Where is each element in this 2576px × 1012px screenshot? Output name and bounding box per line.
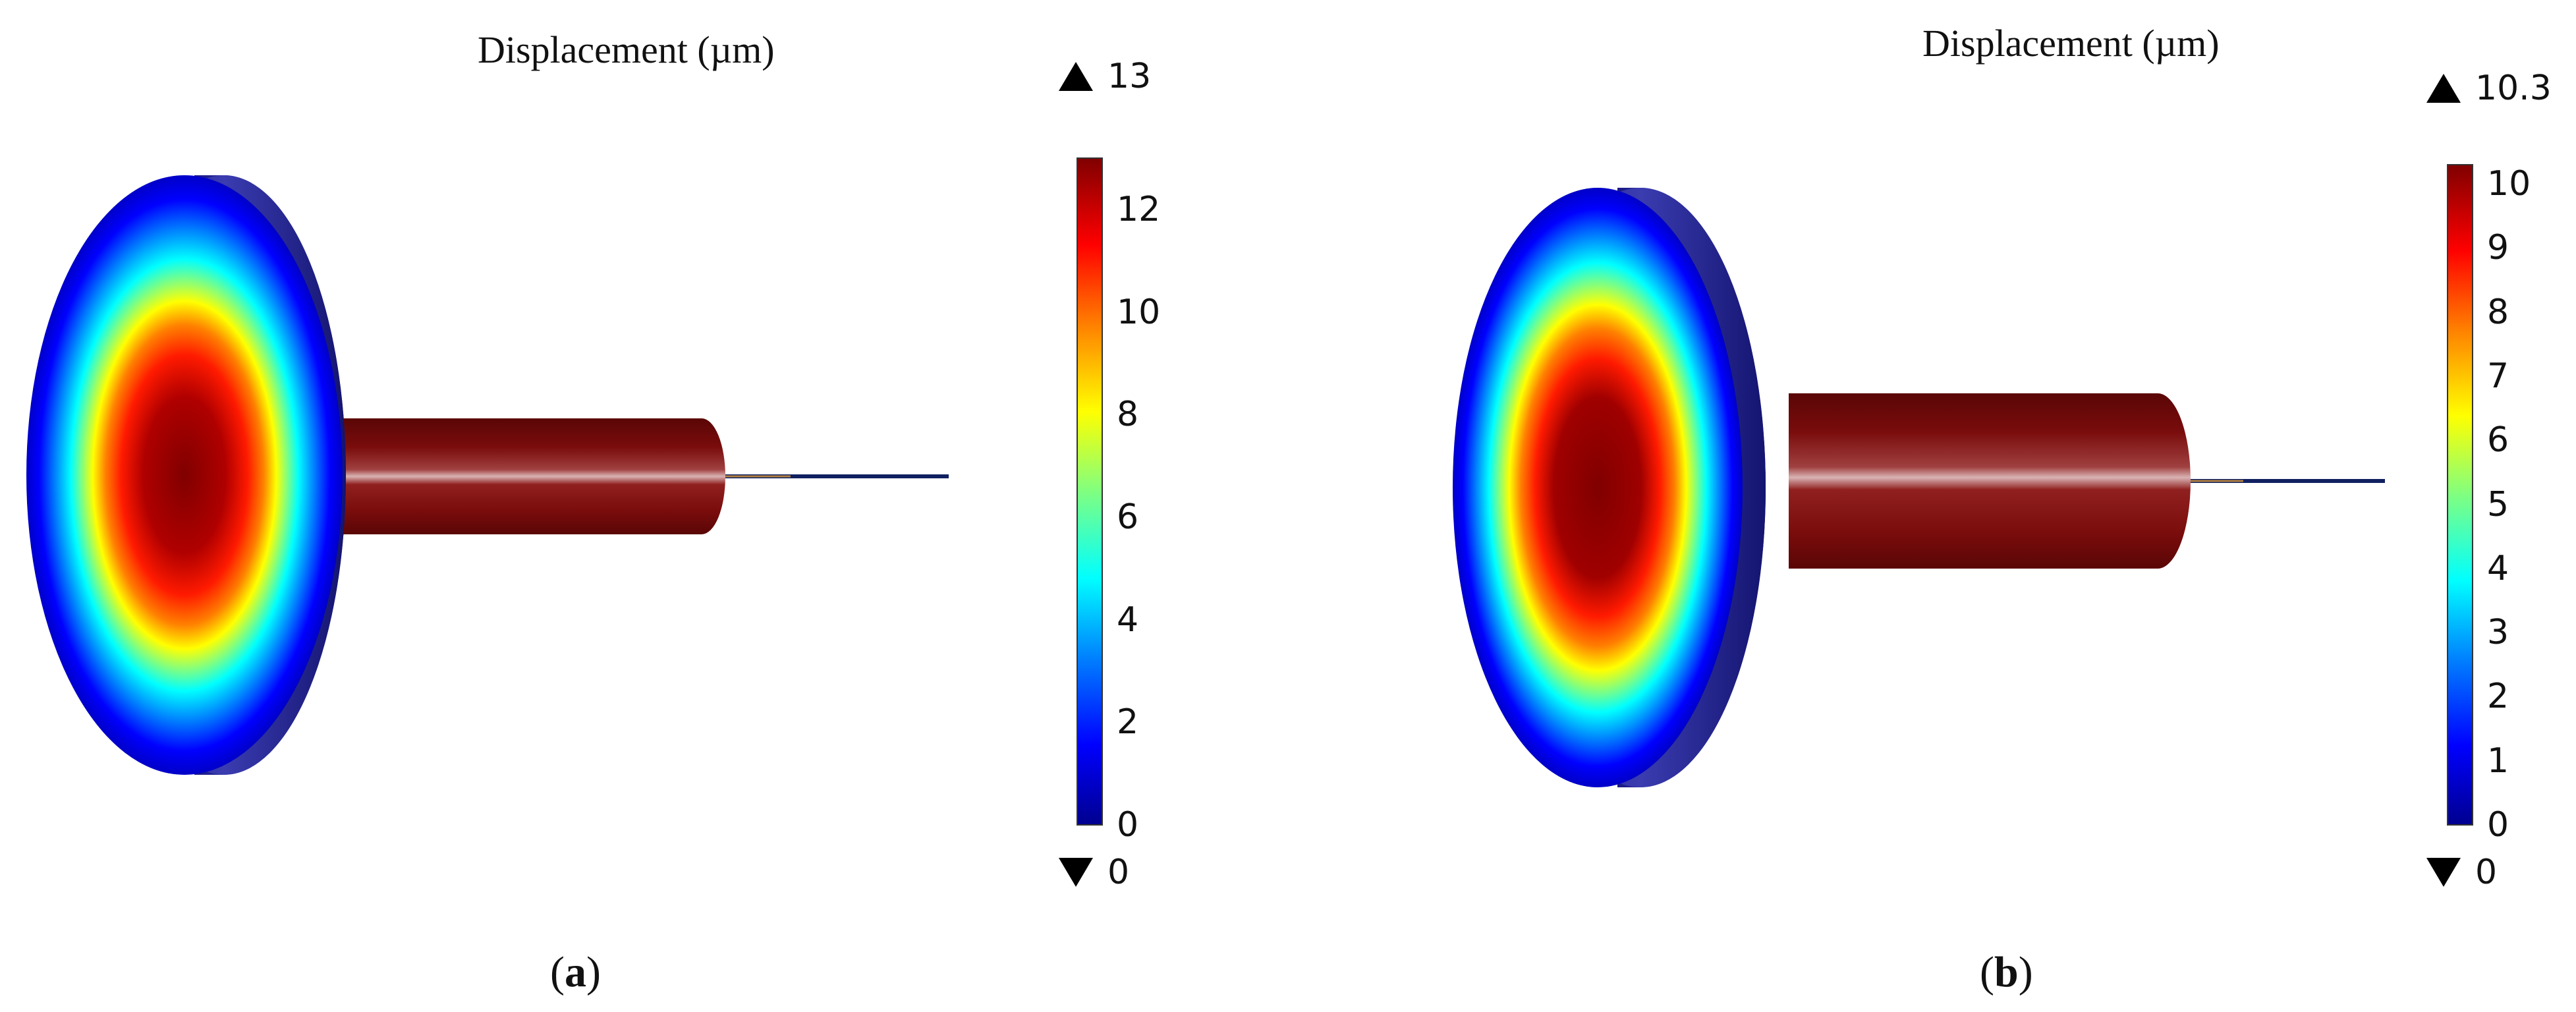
horn-rod bbox=[1789, 393, 2191, 569]
max-arrow-icon bbox=[2426, 74, 2461, 103]
max-indicator-a: 13 bbox=[1059, 57, 1151, 96]
transducer-disk bbox=[1453, 188, 1743, 787]
min-indicator-a: 0 bbox=[1059, 853, 1129, 892]
displacement-plot-a bbox=[26, 157, 1103, 826]
plot-title-b: Displacement (µm) bbox=[1922, 22, 2220, 65]
colorbar-tick-label: 4 bbox=[1117, 600, 1139, 640]
colorbar-tick-label: 9 bbox=[2487, 228, 2509, 268]
min-value-a: 0 bbox=[1107, 853, 1130, 892]
colorbar-tick-label: 2 bbox=[2487, 677, 2509, 717]
displacement-plot-b bbox=[1453, 164, 2473, 826]
horn-rod bbox=[329, 418, 725, 534]
colorbar-tick-label: 0 bbox=[1117, 805, 1139, 845]
max-value-b: 10.3 bbox=[2475, 69, 2552, 108]
colorbar-tick-label: 8 bbox=[1117, 395, 1139, 435]
colorbar-a bbox=[1077, 157, 1103, 826]
subfigure-label-b: (b) bbox=[1980, 948, 2033, 996]
plot-title-a: Displacement (µm) bbox=[478, 28, 775, 71]
max-value-a: 13 bbox=[1107, 57, 1152, 96]
transducer-disk bbox=[26, 175, 343, 775]
colorbar-tick-label: 5 bbox=[2487, 484, 2509, 524]
max-indicator-b: 10.3 bbox=[2426, 69, 2552, 108]
max-arrow-icon bbox=[1059, 62, 1093, 91]
panel-b: Displacement (µm) 10.3 0 0 1 2 3 4 5 6 7 8 9 10 (b… bbox=[1288, 0, 2576, 1012]
panel-a: Displacement (µm) 13 0 0 2 4 6 8 10 12 (a) bbox=[26, 28, 1161, 996]
colorbar-tick-label: 2 bbox=[1117, 702, 1139, 743]
colorbar-tick-label: 10 bbox=[2487, 164, 2531, 204]
colorbar-tick-label: 7 bbox=[2487, 356, 2509, 397]
colorbar-tick-label: 6 bbox=[1117, 497, 1139, 537]
min-arrow-icon bbox=[1059, 858, 1093, 887]
subfigure-label-a: (a) bbox=[550, 948, 601, 996]
min-arrow-icon bbox=[2426, 858, 2461, 887]
colorbar-tick-label: 0 bbox=[2487, 805, 2509, 845]
colorbar-tick-label: 8 bbox=[2487, 292, 2509, 332]
colorbar-tick-label: 1 bbox=[2487, 741, 2509, 781]
min-value-b: 0 bbox=[2475, 853, 2498, 892]
colorbar-tick-label: 6 bbox=[2487, 420, 2509, 461]
colorbar-tick-label: 4 bbox=[2487, 548, 2509, 588]
colorbar-tick-label: 3 bbox=[2487, 613, 2509, 653]
colorbar-b bbox=[2447, 164, 2473, 826]
colorbar-tick-label: 10 bbox=[1117, 292, 1161, 332]
min-indicator-b: 0 bbox=[2426, 853, 2497, 892]
colorbar-tick-label: 12 bbox=[1117, 189, 1161, 229]
